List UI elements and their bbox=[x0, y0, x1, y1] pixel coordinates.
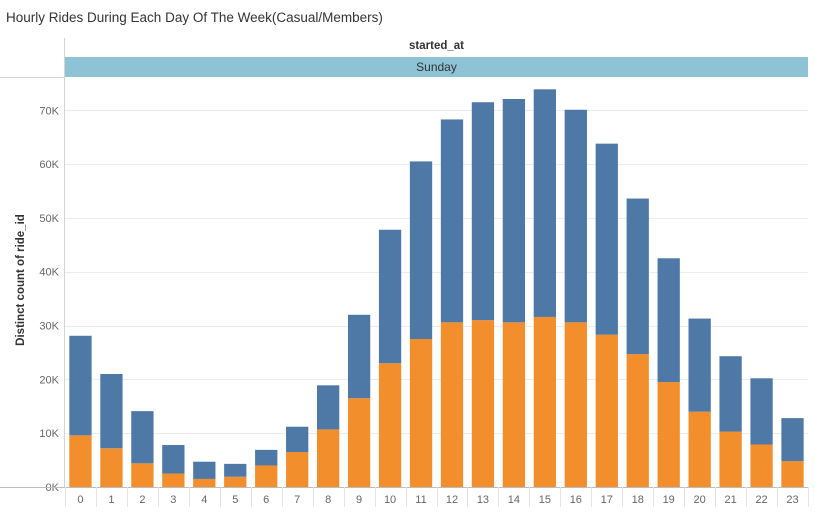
bar-members bbox=[781, 418, 804, 462]
bar-members bbox=[719, 356, 742, 432]
bar-members bbox=[657, 258, 680, 383]
x-tick-label: 8 bbox=[325, 494, 331, 506]
bar-members bbox=[162, 445, 185, 474]
x-tick-label: 18 bbox=[632, 494, 644, 506]
x-tick-label: 10 bbox=[384, 494, 396, 506]
bar-casual bbox=[502, 322, 526, 487]
bar-casual bbox=[255, 465, 278, 487]
bar-casual bbox=[657, 382, 680, 487]
x-tick-label: 22 bbox=[755, 494, 767, 506]
bar-members bbox=[378, 229, 402, 364]
bar-members bbox=[471, 102, 495, 321]
x-tick-label: 1 bbox=[108, 494, 114, 506]
bar-casual bbox=[347, 398, 371, 487]
bar-members bbox=[255, 449, 278, 466]
bar-casual bbox=[564, 322, 587, 487]
x-tick-label: 19 bbox=[663, 494, 675, 506]
x-tick-label: 15 bbox=[539, 494, 551, 506]
bar-casual bbox=[781, 461, 804, 487]
x-tick-label: 6 bbox=[263, 494, 269, 506]
bar-casual bbox=[131, 463, 154, 487]
bar-members bbox=[100, 373, 123, 449]
y-tick-label: 40K bbox=[39, 267, 59, 279]
bar-members bbox=[131, 411, 154, 464]
x-tick-label: 0 bbox=[77, 494, 83, 506]
bar-casual bbox=[162, 473, 185, 487]
x-tick-label: 17 bbox=[601, 494, 613, 506]
bar-members bbox=[564, 109, 587, 323]
x-tick-label: 16 bbox=[570, 494, 582, 506]
bar-members bbox=[440, 119, 464, 323]
y-tick-label: 60K bbox=[39, 159, 59, 171]
x-tick-label: 12 bbox=[446, 494, 458, 506]
x-tick-label: 21 bbox=[724, 494, 736, 506]
bar-members bbox=[409, 161, 433, 340]
bar-casual bbox=[750, 444, 773, 487]
bar-members bbox=[533, 89, 556, 317]
bar-casual bbox=[286, 452, 309, 487]
x-tick-label: 13 bbox=[477, 494, 489, 506]
bar-casual bbox=[378, 363, 402, 487]
panel-header-sunday: Sunday bbox=[65, 57, 808, 77]
y-tick-label: 20K bbox=[39, 374, 59, 386]
x-tick-label: 7 bbox=[294, 494, 300, 506]
bar-members bbox=[347, 314, 371, 399]
bar-casual bbox=[409, 339, 433, 487]
bar-casual bbox=[626, 354, 649, 487]
bar-casual bbox=[193, 478, 216, 487]
bar-casual bbox=[688, 411, 711, 487]
bar-members bbox=[750, 378, 773, 445]
bar-casual bbox=[100, 448, 123, 487]
bar-casual bbox=[69, 435, 92, 487]
bar-members bbox=[595, 143, 618, 335]
bar-members bbox=[688, 318, 711, 412]
bar-casual bbox=[719, 431, 742, 487]
x-tick-label: 5 bbox=[232, 494, 238, 506]
bar-members bbox=[193, 461, 216, 479]
bar-casual bbox=[533, 316, 556, 487]
x-tick-label: 3 bbox=[170, 494, 176, 506]
y-tick-label: 70K bbox=[39, 105, 59, 117]
y-tick-label: 10K bbox=[39, 428, 59, 440]
column-header-label: started_at bbox=[409, 40, 464, 52]
x-tick-label: 9 bbox=[356, 494, 362, 506]
bar-members bbox=[69, 335, 92, 436]
bar-members bbox=[502, 98, 526, 323]
bar-casual bbox=[471, 320, 495, 487]
bar-members bbox=[286, 426, 309, 453]
bar-members bbox=[317, 385, 340, 430]
bar-casual bbox=[595, 334, 618, 487]
x-tick-label: 20 bbox=[694, 494, 706, 506]
bar-members bbox=[224, 463, 247, 477]
x-tick-label: 2 bbox=[139, 494, 145, 506]
y-tick-label: 30K bbox=[39, 321, 59, 333]
bar-members bbox=[626, 198, 649, 355]
chart-title: Hourly Rides During Each Day Of The Week… bbox=[6, 10, 383, 25]
bar-casual bbox=[440, 322, 464, 487]
x-tick-label: 4 bbox=[201, 494, 207, 506]
x-tick-label: 11 bbox=[415, 494, 426, 506]
y-tick-label: 50K bbox=[39, 213, 59, 225]
x-tick-label: 14 bbox=[508, 494, 520, 506]
bar-casual bbox=[317, 429, 340, 487]
bar-casual bbox=[224, 476, 247, 487]
x-tick-label: 23 bbox=[786, 494, 798, 506]
